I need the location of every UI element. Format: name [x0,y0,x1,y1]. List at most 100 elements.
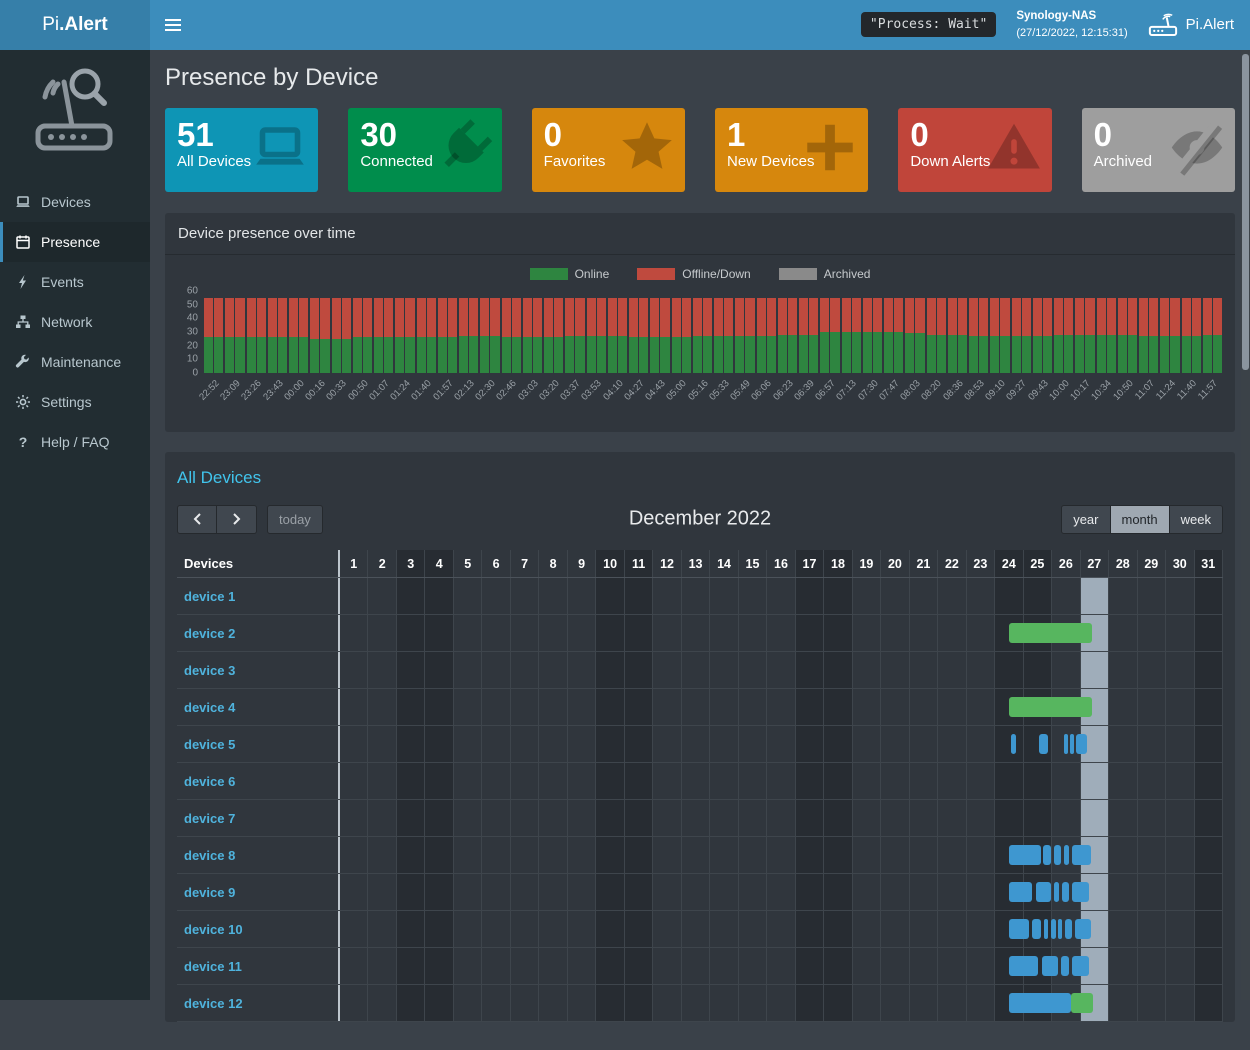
device-link[interactable]: device 12 [184,996,243,1011]
device-link[interactable]: device 2 [184,626,235,641]
presence-event-bar[interactable] [1071,993,1093,1013]
sidebar-item-help-faq[interactable]: ?Help / FAQ [0,422,150,462]
presence-event-bar[interactable] [1072,845,1091,865]
day-cell [910,985,938,1021]
app-name-label: Pi.Alert [1186,16,1234,33]
sidebar-item-settings[interactable]: Settings [0,382,150,422]
presence-event-bar[interactable] [1064,845,1069,865]
sidebar-item-network[interactable]: Network [0,302,150,342]
x-tick-label: 08:20 [920,378,944,403]
sidebar-item-devices[interactable]: Devices [0,182,150,222]
presence-event-bar[interactable] [1054,845,1062,865]
calendar-today-button[interactable]: today [267,505,323,534]
day-cell [1081,652,1109,688]
y-tick-label: 30 [187,327,198,338]
day-cell [568,837,596,873]
presence-event-bar[interactable] [1061,956,1070,976]
presence-event-bar[interactable] [1076,734,1087,754]
chart-bar-group [1011,291,1032,373]
presence-event-bar[interactable] [1072,882,1089,902]
day-cell [1138,578,1166,614]
chart-bar-stack [533,291,542,373]
presence-event-bar[interactable] [1009,882,1032,902]
calendar-next-button[interactable] [217,505,257,534]
day-cell [881,689,909,725]
presence-event-bar[interactable] [1075,919,1091,939]
presence-event-bar[interactable] [1009,697,1092,717]
presence-event-bar[interactable] [1054,882,1060,902]
sidebar-item-maintenance[interactable]: Maintenance [0,342,150,382]
chart-bar-stack [1064,291,1073,373]
calendar-view-year[interactable]: year [1061,505,1110,534]
presence-event-bar[interactable] [1009,845,1040,865]
day-cell [938,615,966,651]
device-link[interactable]: device 7 [184,811,235,826]
online-segment [384,337,393,373]
presence-event-bar[interactable] [1042,956,1058,976]
svg-text:?: ? [19,434,28,450]
vertical-scrollbar[interactable] [1241,50,1250,1000]
presence-event-bar[interactable] [1009,993,1070,1013]
day-header-22: 22 [938,550,966,577]
device-link[interactable]: device 1 [184,589,235,604]
offline-segment [1213,298,1222,335]
x-tick-label: 06:23 [771,378,795,403]
presence-event-bar[interactable] [1058,919,1063,939]
day-cell [368,948,396,984]
day-cell [425,837,453,873]
calendar-view-month[interactable]: month [1111,505,1170,534]
device-link[interactable]: device 3 [184,663,235,678]
sidebar-item-events[interactable]: Events [0,262,150,302]
presence-event-bar[interactable] [1036,882,1050,902]
device-link[interactable]: device 6 [184,774,235,789]
x-tick-label: 06:06 [750,378,774,403]
device-link[interactable]: device 8 [184,848,235,863]
presence-event-bar[interactable] [1043,845,1051,865]
device-link[interactable]: device 10 [184,922,243,937]
presence-event-bar[interactable] [1009,956,1037,976]
offline-segment [1203,298,1212,335]
device-link[interactable]: device 9 [184,885,235,900]
presence-event-bar[interactable] [1009,919,1029,939]
sidebar-toggle-button[interactable] [150,0,196,50]
presence-event-bar[interactable] [1044,919,1048,939]
presence-event-bar[interactable] [1011,734,1017,754]
presence-event-bar[interactable] [1051,919,1056,939]
calendar-prev-button[interactable] [177,505,217,534]
presence-event-bar[interactable] [1070,734,1074,754]
presence-event-bar[interactable] [1064,734,1068,754]
chart-bar-stack [958,291,967,373]
day-cell [539,800,567,836]
offline-segment [735,298,744,336]
device-link[interactable]: device 5 [184,737,235,752]
presence-event-bar[interactable] [1062,882,1069,902]
calendar-view-week[interactable]: week [1170,505,1223,534]
presence-event-bar[interactable] [1009,623,1092,643]
presence-event-bar[interactable] [1072,956,1089,976]
offline-segment [353,298,362,338]
scrollbar-thumb[interactable] [1242,54,1249,370]
device-link[interactable]: device 4 [184,700,235,715]
brand-logo[interactable]: Pi.Alert [0,0,150,50]
chart-bar-stack [225,291,234,373]
day-cell [454,800,482,836]
host-info: Synology-NAS (27/12/2022, 12:15:31) [1016,8,1127,43]
offline-segment [618,298,627,336]
day-cell [682,837,710,873]
day-cell [710,911,738,947]
day-cell [796,726,824,762]
presence-event-bar[interactable] [1065,919,1072,939]
presence-event-bar[interactable] [1039,734,1048,754]
device-link[interactable]: device 11 [184,959,242,974]
offline-segment [894,298,903,332]
presence-event-bar[interactable] [1032,919,1041,939]
sidebar-item-presence[interactable]: Presence [0,222,150,262]
day-cell [425,726,453,762]
